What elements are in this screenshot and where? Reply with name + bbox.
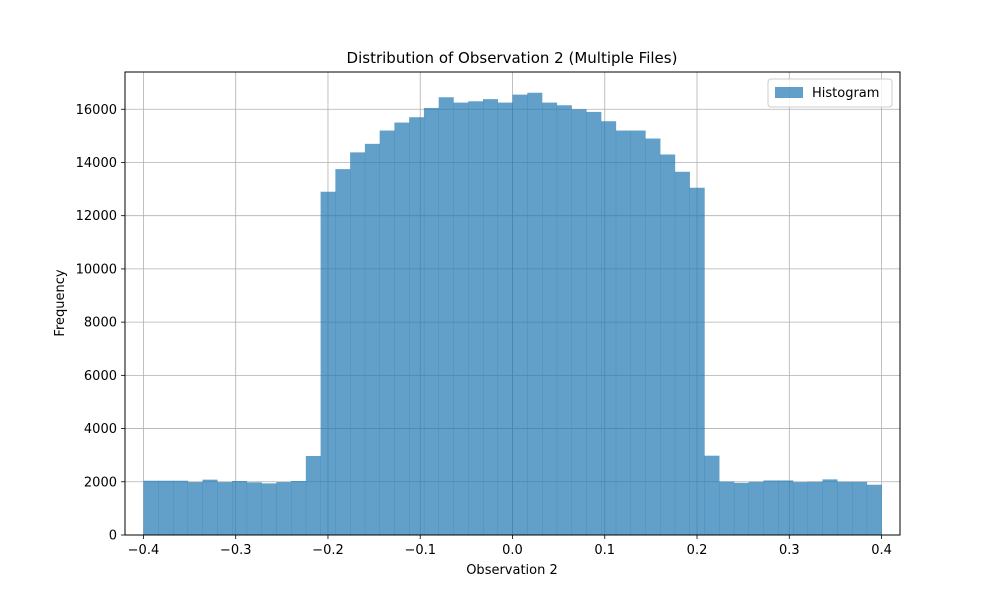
histogram-bar <box>379 130 395 536</box>
y-tick-label: 16000 <box>76 103 117 118</box>
histogram-bar <box>792 482 809 535</box>
histogram-bar <box>232 480 248 535</box>
y-tick-label: 14000 <box>76 156 117 171</box>
histogram-bar <box>468 101 484 536</box>
histogram-bar <box>172 480 189 535</box>
legend-swatch <box>775 87 803 98</box>
x-tick-label: 0.3 <box>779 543 800 558</box>
x-tick-label: 0.0 <box>502 543 523 558</box>
histogram-bar <box>645 138 661 535</box>
histogram-bar <box>556 105 572 535</box>
histogram-bar <box>158 480 174 535</box>
histogram-bar <box>364 143 380 535</box>
histogram-bar <box>630 130 646 536</box>
x-tick-label: 0.2 <box>687 543 708 558</box>
histogram-bar <box>497 102 513 535</box>
legend: Histogram <box>767 78 893 108</box>
y-tick-label: 6000 <box>84 369 117 384</box>
histogram-bar <box>615 130 631 536</box>
x-tick-label: 0.4 <box>871 543 892 558</box>
x-axis-label: Observation 2 <box>466 563 558 578</box>
x-tick-label: 0.1 <box>594 543 615 558</box>
chart-title: Distribution of Observation 2 (Multiple … <box>347 49 678 67</box>
histogram-bar <box>143 480 159 535</box>
histogram-bar <box>837 481 853 535</box>
histogram-bar <box>217 482 233 535</box>
histogram-bar <box>527 92 543 535</box>
x-tick-label: −0.3 <box>220 543 252 558</box>
histogram-bar <box>586 111 602 536</box>
histogram-bars <box>143 92 882 536</box>
histogram-bar <box>423 107 439 535</box>
histogram-bar <box>261 483 277 535</box>
y-tick-label: 12000 <box>76 209 117 224</box>
legend-label: Histogram <box>812 86 879 101</box>
histogram-bar <box>320 191 336 535</box>
x-tick-label: −0.4 <box>128 543 160 558</box>
histogram-bar <box>409 117 425 536</box>
histogram-bar <box>276 482 292 535</box>
histogram-bar <box>719 481 735 535</box>
histogram-bar <box>866 484 882 535</box>
histogram-bar <box>852 481 868 535</box>
histogram-bar <box>350 152 366 535</box>
histogram-bar <box>202 479 218 535</box>
histogram-bar <box>778 480 794 535</box>
histogram-bar <box>807 481 823 535</box>
histogram-bar <box>689 187 705 535</box>
histogram-bar <box>305 455 321 535</box>
y-axis-ticks: 0 2000 4000 6000 8000 10000 12000 14000 16000 <box>76 103 125 544</box>
y-tick-label: 2000 <box>84 475 117 490</box>
histogram-bar <box>335 169 351 535</box>
histogram-bar <box>482 99 499 535</box>
y-tick-label: 8000 <box>84 316 117 331</box>
histogram-bar <box>660 154 676 535</box>
histogram-bar <box>291 480 307 535</box>
histogram-bar <box>733 482 749 535</box>
histogram-bar <box>704 455 720 535</box>
x-axis-ticks: −0.4 −0.3 −0.2 −0.1 0.0 0.1 0.2 0.3 0.4 <box>128 535 892 558</box>
histogram-bar <box>822 479 838 535</box>
histogram-bar <box>512 94 528 536</box>
legend-box <box>767 78 893 108</box>
histogram-bar <box>571 109 587 536</box>
histogram-bar <box>601 121 617 535</box>
histogram-bar <box>674 171 690 535</box>
histogram-bar <box>542 102 558 535</box>
histogram-bar <box>438 97 454 535</box>
histogram-bar <box>763 480 779 535</box>
histogram-bar <box>246 482 262 535</box>
histogram-bar <box>187 482 203 535</box>
histogram-bar <box>748 481 764 535</box>
x-tick-label: −0.2 <box>312 543 344 558</box>
y-tick-label: 4000 <box>84 422 117 437</box>
y-axis-label: Frequency <box>53 269 68 336</box>
x-tick-label: −0.1 <box>404 543 436 558</box>
histogram-bar <box>453 102 469 535</box>
y-tick-label: 0 <box>109 529 117 544</box>
histogram-bar <box>394 122 410 536</box>
y-tick-label: 10000 <box>76 262 117 277</box>
